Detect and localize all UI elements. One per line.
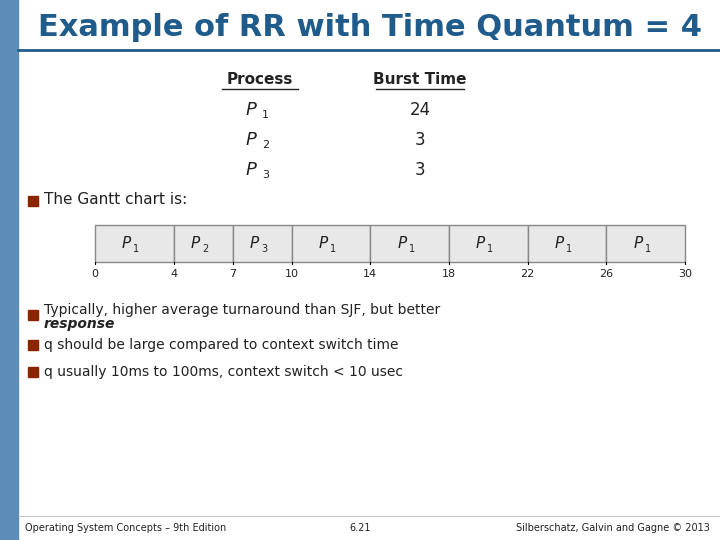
Bar <box>528 225 606 262</box>
Text: 4: 4 <box>170 269 177 279</box>
Bar <box>449 225 528 262</box>
Text: 3: 3 <box>262 170 269 180</box>
Text: 7: 7 <box>229 269 236 279</box>
Text: Burst Time: Burst Time <box>373 72 467 87</box>
Text: P: P <box>122 236 131 251</box>
Text: P: P <box>476 236 485 251</box>
Text: Example of RR with Time Quantum = 4: Example of RR with Time Quantum = 4 <box>38 12 702 42</box>
Bar <box>28 310 38 320</box>
Text: 14: 14 <box>364 269 377 279</box>
Text: 30: 30 <box>678 269 692 279</box>
Text: 22: 22 <box>521 269 535 279</box>
Text: 1: 1 <box>133 244 140 253</box>
Text: 0: 0 <box>91 269 99 279</box>
Text: 1: 1 <box>409 244 415 253</box>
Bar <box>174 225 233 262</box>
Text: 10: 10 <box>284 269 299 279</box>
Text: q usually 10ms to 100ms, context switch < 10 usec: q usually 10ms to 100ms, context switch … <box>44 365 403 379</box>
Text: Operating System Concepts – 9th Edition: Operating System Concepts – 9th Edition <box>25 523 226 533</box>
Text: 6.21: 6.21 <box>349 523 371 533</box>
Text: 1: 1 <box>330 244 336 253</box>
Text: 2: 2 <box>202 244 208 253</box>
Bar <box>95 225 174 262</box>
Bar <box>606 225 685 262</box>
Text: 26: 26 <box>599 269 613 279</box>
Text: P: P <box>191 236 200 251</box>
Text: Silberschatz, Galvin and Gagne © 2013: Silberschatz, Galvin and Gagne © 2013 <box>516 523 710 533</box>
Text: 18: 18 <box>442 269 456 279</box>
Text: response: response <box>44 317 115 331</box>
Text: P: P <box>554 236 564 251</box>
Text: Process: Process <box>227 72 293 87</box>
Text: 1: 1 <box>566 244 572 253</box>
Bar <box>0 0 18 540</box>
Bar <box>28 340 38 350</box>
Text: P: P <box>319 236 328 251</box>
Text: 1: 1 <box>644 244 651 253</box>
Bar <box>292 225 370 262</box>
Bar <box>28 196 38 206</box>
Text: P: P <box>245 131 256 149</box>
Bar <box>233 225 292 262</box>
Text: 24: 24 <box>410 101 431 119</box>
Text: 2: 2 <box>262 140 269 150</box>
Text: q should be large compared to context switch time: q should be large compared to context sw… <box>44 338 398 352</box>
Bar <box>370 225 449 262</box>
Text: P: P <box>634 236 643 251</box>
Text: P: P <box>245 101 256 119</box>
Text: 1: 1 <box>262 110 269 120</box>
Text: The Gantt chart is:: The Gantt chart is: <box>44 192 187 207</box>
Text: Typically, higher average turnaround than SJF, but better: Typically, higher average turnaround tha… <box>44 303 440 317</box>
Text: 3: 3 <box>415 161 426 179</box>
Text: 3: 3 <box>415 131 426 149</box>
Text: 1: 1 <box>487 244 493 253</box>
Text: P: P <box>397 236 407 251</box>
Text: P: P <box>250 236 259 251</box>
Bar <box>28 367 38 377</box>
Text: 3: 3 <box>261 244 267 253</box>
Text: P: P <box>245 161 256 179</box>
